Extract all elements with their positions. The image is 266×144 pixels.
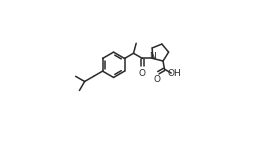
Text: OH: OH — [168, 69, 181, 78]
Text: O: O — [139, 69, 146, 78]
Text: O: O — [153, 75, 160, 84]
Text: N: N — [149, 52, 156, 61]
